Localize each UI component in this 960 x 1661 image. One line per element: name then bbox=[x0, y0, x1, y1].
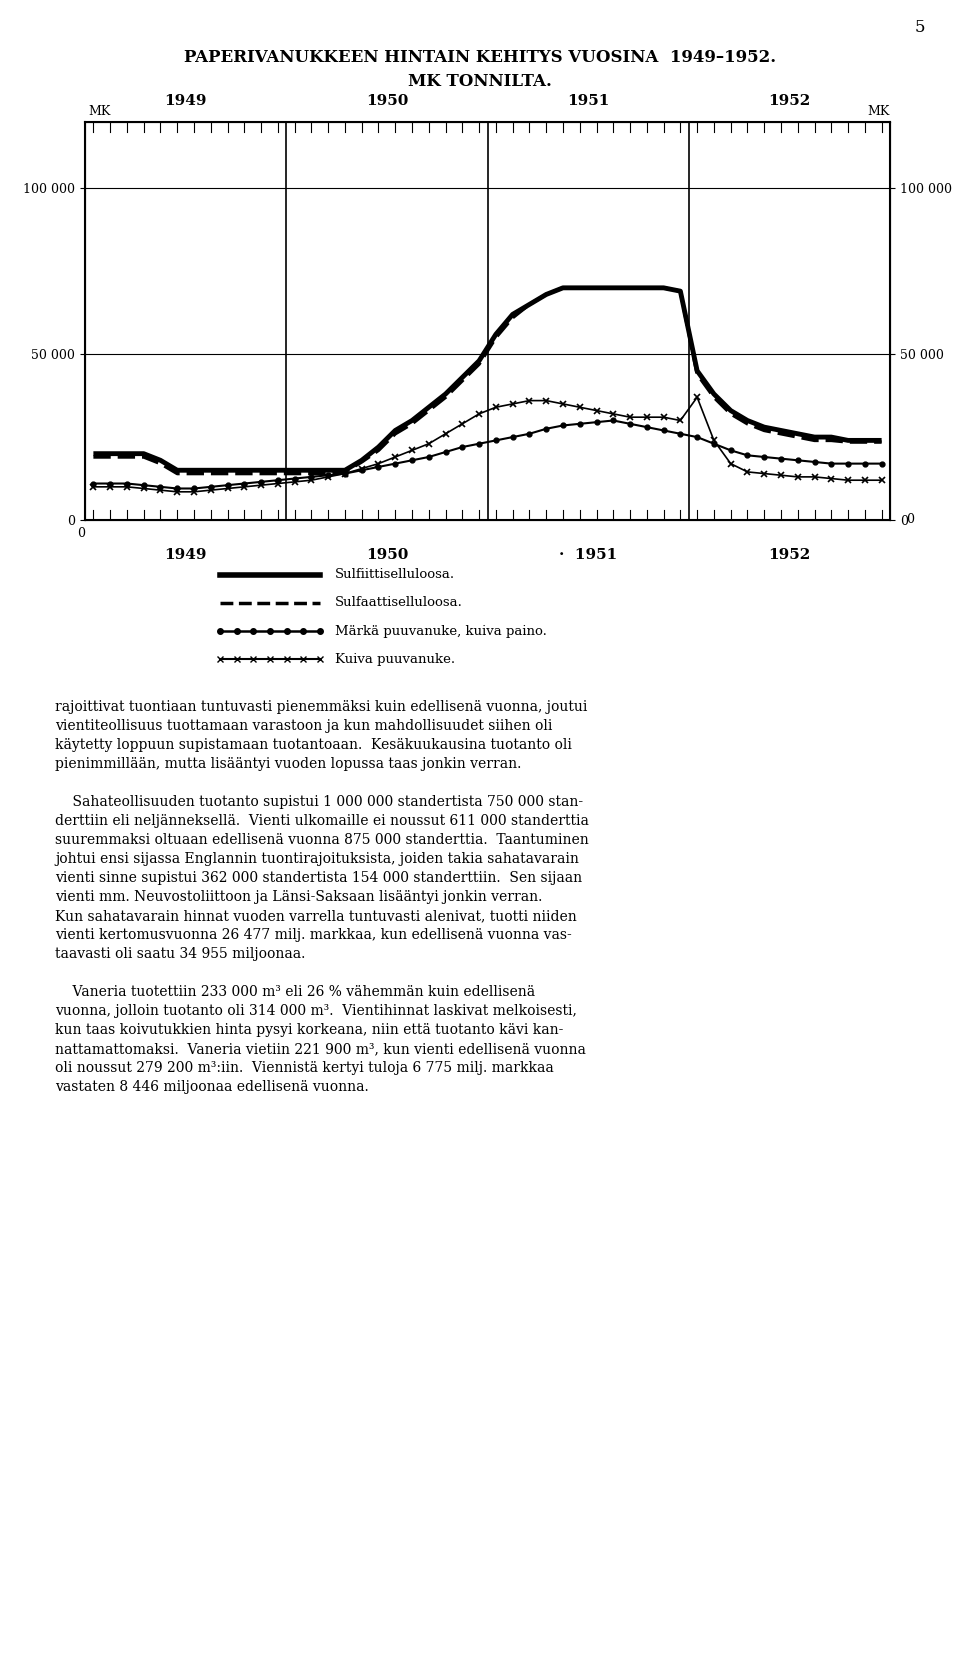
Text: 1952: 1952 bbox=[768, 548, 810, 561]
Text: vientiteollisuus tuottamaan varastoon ja kun mahdollisuudet siihen oli: vientiteollisuus tuottamaan varastoon ja… bbox=[55, 719, 552, 733]
Text: Sulfiittiselluloosa.: Sulfiittiselluloosa. bbox=[335, 568, 455, 581]
Text: Vaneria tuotettiin 233 000 m³ eli 26 % vähemmän kuin edellisenä: Vaneria tuotettiin 233 000 m³ eli 26 % v… bbox=[55, 985, 535, 998]
Text: 1952: 1952 bbox=[768, 95, 810, 108]
Text: 1949: 1949 bbox=[164, 95, 206, 108]
Text: vienti kertomusvuonna 26 477 milj. markkaa, kun edellisenä vuonna vas-: vienti kertomusvuonna 26 477 milj. markk… bbox=[55, 928, 572, 942]
Text: käytetty loppuun supistamaan tuotantoaan.  Kesäkuukausina tuotanto oli: käytetty loppuun supistamaan tuotantoaan… bbox=[55, 737, 572, 752]
Text: Sulfaattiselluloosa.: Sulfaattiselluloosa. bbox=[335, 596, 463, 610]
Text: johtui ensi sijassa Englannin tuontirajoituksista, joiden takia sahatavarain: johtui ensi sijassa Englannin tuontirajo… bbox=[55, 852, 579, 865]
Text: 1950: 1950 bbox=[366, 548, 408, 561]
Text: Märkä puuvanuke, kuiva paino.: Märkä puuvanuke, kuiva paino. bbox=[335, 625, 547, 638]
Text: oli noussut 279 200 m³:iin.  Viennistä kertyi tuloja 6 775 milj. markkaa: oli noussut 279 200 m³:iin. Viennistä ke… bbox=[55, 1061, 554, 1075]
Text: pienimmillään, mutta lisääntyi vuoden lopussa taas jonkin verran.: pienimmillään, mutta lisääntyi vuoden lo… bbox=[55, 757, 521, 771]
Text: vuonna, jolloin tuotanto oli 314 000 m³.  Vientihinnat laskivat melkoisesti,: vuonna, jolloin tuotanto oli 314 000 m³.… bbox=[55, 1003, 577, 1018]
Text: derttiin eli neljänneksellä.  Vienti ulkomaille ei noussut 611 000 standerttia: derttiin eli neljänneksellä. Vienti ulko… bbox=[55, 814, 588, 827]
Text: MK TONNILTA.: MK TONNILTA. bbox=[408, 73, 552, 90]
Text: rajoittivat tuontiaan tuntuvasti pienemmäksi kuin edellisenä vuonna, joutui: rajoittivat tuontiaan tuntuvasti pienemm… bbox=[55, 699, 588, 714]
Text: vienti sinne supistui 362 000 standertista 154 000 standerttiin.  Sen sijaan: vienti sinne supistui 362 000 standertis… bbox=[55, 870, 582, 885]
Text: vienti mm. Neuvostoliittoon ja Länsi-Saksaan lisääntyi jonkin verran.: vienti mm. Neuvostoliittoon ja Länsi-Sak… bbox=[55, 890, 542, 904]
Text: Kun sahatavarain hinnat vuoden varrella tuntuvasti alenivat, tuotti niiden: Kun sahatavarain hinnat vuoden varrella … bbox=[55, 909, 577, 924]
Text: kun taas koivutukkien hinta pysyi korkeana, niin että tuotanto kävi kan-: kun taas koivutukkien hinta pysyi korkea… bbox=[55, 1023, 564, 1036]
Text: vastaten 8 446 miljoonaa edellisenä vuonna.: vastaten 8 446 miljoonaa edellisenä vuon… bbox=[55, 1080, 369, 1095]
Text: 1950: 1950 bbox=[366, 95, 408, 108]
Text: Kuiva puuvanuke.: Kuiva puuvanuke. bbox=[335, 653, 455, 666]
Text: 5: 5 bbox=[915, 20, 925, 37]
Text: Sahateollisuuden tuotanto supistui 1 000 000 standertista 750 000 stan-: Sahateollisuuden tuotanto supistui 1 000… bbox=[55, 796, 583, 809]
Text: 1951: 1951 bbox=[567, 95, 610, 108]
Text: nattamattomaksi.  Vaneria vietiin 221 900 m³, kun vienti edellisenä vuonna: nattamattomaksi. Vaneria vietiin 221 900… bbox=[55, 1041, 586, 1056]
Text: suuremmaksi oltuaan edellisenä vuonna 875 000 standerttia.  Taantuminen: suuremmaksi oltuaan edellisenä vuonna 87… bbox=[55, 834, 588, 847]
Text: 1949: 1949 bbox=[164, 548, 206, 561]
Text: 0: 0 bbox=[906, 513, 914, 527]
Text: MK: MK bbox=[868, 105, 890, 118]
Text: 0: 0 bbox=[77, 528, 85, 540]
Text: PAPERIVANUKKEEN HINTAIN KEHITYS VUOSINA  1949–1952.: PAPERIVANUKKEEN HINTAIN KEHITYS VUOSINA … bbox=[184, 50, 776, 66]
Text: ·  1951: · 1951 bbox=[559, 548, 617, 561]
Text: MK: MK bbox=[88, 105, 110, 118]
Text: taavasti oli saatu 34 955 miljoonaa.: taavasti oli saatu 34 955 miljoonaa. bbox=[55, 947, 305, 962]
